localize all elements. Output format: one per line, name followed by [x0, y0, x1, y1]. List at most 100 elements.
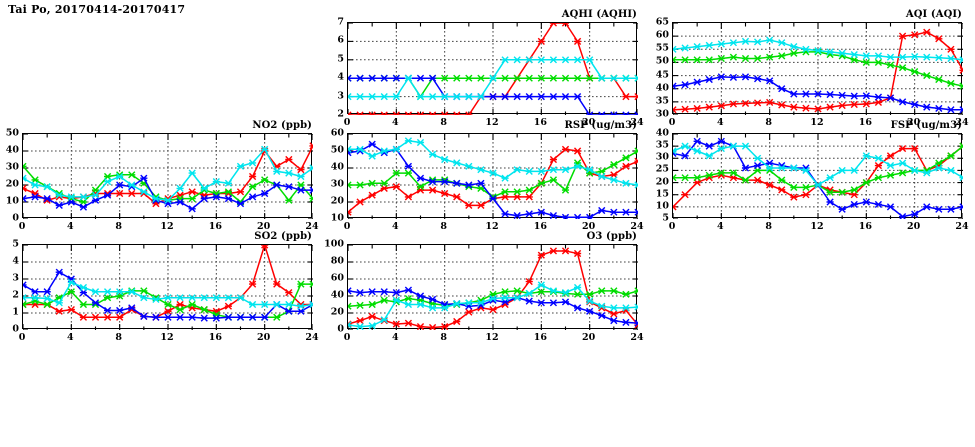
y-tick-label: 4 — [337, 71, 344, 83]
y-tick-label: 60 — [330, 272, 344, 284]
y-axis-labels-rsp: 10 20 30 40 50 60 — [317, 128, 347, 224]
x-tick-label: 4 — [392, 117, 399, 128]
x-tick-label: 8 — [440, 221, 447, 232]
y-tick-label: 5 — [12, 238, 19, 250]
x-tick-label: 16 — [858, 221, 872, 232]
x-tick-label: 0 — [343, 332, 351, 343]
x-tick-label: 16 — [208, 221, 222, 232]
x-tick-label: 8 — [440, 332, 447, 343]
y-tick-label: 45 — [655, 69, 669, 81]
x-tick-label: 20 — [257, 332, 271, 343]
y-axis-labels-aqi: 30 35 40 45 50 55 60 65 — [642, 17, 672, 120]
series-no2-cyan — [23, 145, 313, 204]
x-tick-label: 8 — [115, 221, 122, 232]
plot-area-fsp — [672, 133, 963, 219]
y-tick-label: 0 — [337, 323, 344, 335]
y-tick-label: 40 — [330, 289, 344, 301]
y-tick-label: 5 — [337, 53, 344, 65]
y-tick-label: 30 — [5, 161, 19, 173]
x-tick-label: 4 — [67, 332, 74, 343]
y-tick-label: 10 — [655, 200, 669, 212]
panel-rsp: RSP (ug/m3) 10 20 30 40 50 60 0 4 8 12 16 20 24 — [331, 120, 644, 232]
panel-title-o3: O3 (ppb) — [586, 231, 637, 242]
series-o3-cyan — [348, 281, 638, 330]
y-tick-label: 30 — [330, 178, 344, 190]
y-tick-label: 35 — [655, 139, 669, 151]
y-tick-label: 5 — [662, 212, 669, 224]
y-tick-label: 7 — [337, 16, 344, 28]
y-tick-label: 0 — [12, 212, 19, 224]
y-tick-label: 3 — [12, 272, 19, 284]
x-tick-label: 4 — [717, 221, 724, 232]
x-tick-label: 8 — [765, 221, 772, 232]
x-tick-label: 12 — [810, 117, 824, 128]
plot-svg-so2 — [23, 245, 313, 330]
panel-no2: NO2 (ppb) 0 10 20 30 40 50 0 4 8 12 16 20 24 — [6, 120, 319, 232]
panel-title-so2: SO2 (ppb) — [254, 231, 312, 242]
y-tick-label: 6 — [337, 34, 344, 46]
plot-area-aqhi — [347, 22, 638, 115]
series-aqi-red — [673, 28, 963, 114]
x-tick-label: 20 — [907, 117, 921, 128]
series-no2-blue — [23, 174, 313, 213]
y-tick-label: 20 — [330, 306, 344, 318]
plot-area-rsp — [347, 133, 638, 219]
y-tick-label: 3 — [337, 90, 344, 102]
x-tick-label: 24 — [630, 332, 644, 343]
x-tick-label: 0 — [668, 221, 676, 232]
x-tick-label: 20 — [257, 221, 271, 232]
y-tick-label: 40 — [330, 161, 344, 173]
y-tick-label: 35 — [655, 95, 669, 107]
x-tick-label: 12 — [485, 221, 499, 232]
series-aqhi-cyan — [348, 56, 638, 101]
panel-title-rsp: RSP (ug/m3) — [564, 120, 637, 131]
y-tick-label: 60 — [330, 127, 344, 139]
x-tick-label: 12 — [160, 221, 174, 232]
plot-svg-aqi — [673, 23, 963, 115]
x-tick-label: 24 — [630, 117, 644, 128]
panel-so2: SO2 (ppb) 0 1 2 3 4 5 0 4 8 12 16 20 24 — [12, 231, 318, 343]
y-tick-label: 20 — [5, 178, 19, 190]
x-tick-label: 16 — [208, 332, 222, 343]
y-tick-label: 30 — [655, 108, 669, 120]
y-tick-label: 50 — [5, 127, 19, 139]
x-tick-label: 16 — [858, 117, 872, 128]
series-aqi-cyan — [673, 36, 963, 64]
y-axis-labels-fsp: 5 10 15 20 25 30 35 40 — [642, 128, 672, 224]
y-axis-labels-o3: 0 20 40 60 80 100 — [317, 239, 347, 335]
x-tick-label: 20 — [582, 221, 596, 232]
panel-fsp: FSP (ug/m3) 5 10 15 20 25 30 35 40 0 4 8 12 16 20 24 — [656, 120, 969, 232]
x-tick-label: 12 — [485, 117, 499, 128]
series-so2-cyan — [23, 278, 313, 310]
y-tick-label: 30 — [655, 151, 669, 163]
x-tick-label: 0 — [343, 117, 351, 128]
x-tick-label: 0 — [18, 221, 26, 232]
y-tick-label: 0 — [12, 323, 19, 335]
x-tick-label: 8 — [115, 332, 122, 343]
y-tick-label: 50 — [330, 144, 344, 156]
x-tick-label: 0 — [668, 117, 676, 128]
panel-title-no2: NO2 (ppb) — [252, 120, 312, 131]
series-aqhi-red — [348, 23, 638, 115]
series-fsp-cyan — [673, 142, 963, 189]
y-tick-label: 2 — [12, 289, 19, 301]
y-tick-label: 60 — [655, 29, 669, 41]
x-tick-label: 24 — [305, 332, 319, 343]
x-tick-label: 4 — [67, 221, 74, 232]
panel-o3: O3 (ppb) 0 20 40 60 80 100 0 4 8 12 16 20 24 — [324, 231, 643, 343]
y-tick-label: 100 — [324, 238, 344, 250]
series-aqi-green — [673, 48, 963, 90]
x-tick-label: 20 — [907, 221, 921, 232]
page-title: Tai Po, 20170414-20170417 — [8, 3, 186, 16]
plot-area-no2 — [22, 133, 313, 219]
series-rsp-cyan — [348, 137, 638, 189]
series-fsp-red — [673, 142, 963, 211]
y-tick-label: 40 — [5, 144, 19, 156]
x-tick-label: 20 — [582, 117, 596, 128]
y-tick-label: 40 — [655, 127, 669, 139]
y-tick-label: 65 — [655, 16, 669, 28]
panel-title-aqi: AQI (AQI) — [905, 9, 962, 20]
x-tick-label: 4 — [392, 221, 399, 232]
x-tick-label: 0 — [18, 332, 26, 343]
x-tick-label: 24 — [305, 221, 319, 232]
